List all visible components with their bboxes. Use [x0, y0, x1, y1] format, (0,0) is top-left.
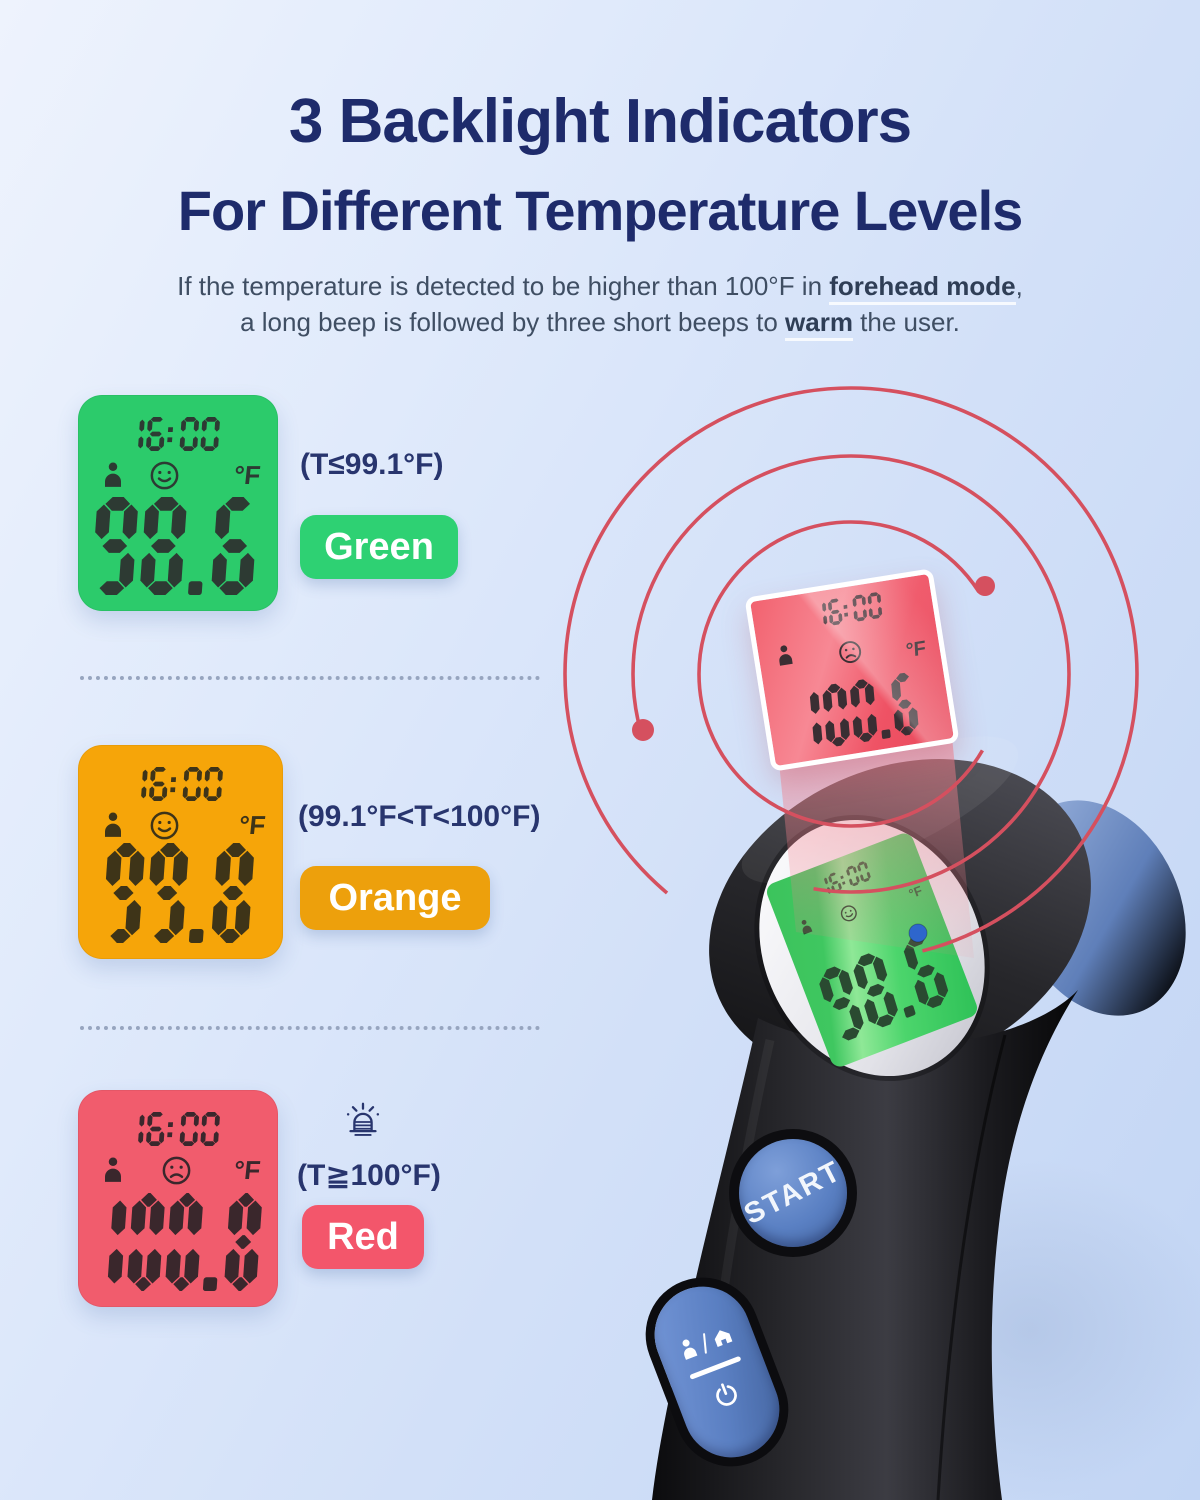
arc-end-dot [632, 719, 654, 741]
temperature-range-label: (T≧100°F) [297, 1159, 441, 1192]
soft-shadow [840, 1160, 1200, 1500]
arc-end-dot [975, 576, 995, 596]
orange-indicator-badge: Orange [300, 866, 490, 930]
red-indicator-badge: Red [302, 1205, 424, 1269]
lcd-display-orange: °F [78, 745, 283, 959]
person-icon [98, 1155, 128, 1185]
sad-face-icon [160, 1154, 193, 1187]
lcd-temperature-reading [86, 497, 270, 595]
subtitle-bold-warm: warm [785, 307, 853, 341]
fahrenheit-unit-label: °F [232, 459, 262, 490]
start-button-label: START [738, 1154, 847, 1231]
page-title-line1: 3 Backlight Indicators [288, 87, 912, 156]
lcd-time [123, 417, 225, 451]
temperature-range-label: (99.1°F<T<100°F) [298, 800, 541, 833]
person-icon [98, 810, 128, 840]
fahrenheit-unit-label: °F [905, 637, 927, 663]
sad-face-icon [835, 637, 865, 667]
subtitle-text: a long beep is followed by three short b… [240, 307, 786, 337]
lcd-time [126, 767, 228, 801]
alarm-siren-icon [340, 1100, 386, 1146]
page-subtitle: If the temperature is detected to be hig… [0, 268, 1200, 341]
fahrenheit-unit-label: °F [237, 809, 267, 840]
lcd-time [123, 1112, 225, 1146]
subtitle-text: , [1015, 271, 1023, 301]
subtitle-bold-forehead-mode: forehead mode [829, 271, 1016, 305]
person-icon [771, 642, 798, 669]
temperature-range-label: (T≤99.1°F) [300, 448, 444, 481]
device-lcd-display: °F [764, 830, 980, 1070]
page-title-line2: For Different Temperature Levels [177, 179, 1024, 242]
lcd-temperature-reading [787, 670, 930, 752]
person-icon [795, 916, 817, 938]
fahrenheit-unit-label: °F [906, 882, 925, 902]
subtitle-text: the user. [852, 307, 960, 337]
handle-seam [936, 1034, 1007, 1500]
happy-face-icon [148, 459, 181, 492]
projected-fever-display: °F [744, 568, 960, 772]
lcd-temperature-reading [83, 1193, 272, 1291]
start-button: START [739, 1139, 847, 1247]
happy-face-icon [837, 901, 862, 926]
happy-face-icon [148, 809, 181, 842]
dotted-divider [80, 1026, 540, 1030]
dotted-divider [80, 676, 540, 680]
lcd-temperature-reading [96, 843, 265, 943]
lcd-time [814, 859, 875, 898]
lcd-temperature-reading [808, 927, 964, 1046]
fahrenheit-unit-label: °F [232, 1154, 262, 1185]
thermometer-probe-cap [1010, 800, 1186, 1016]
lcd-display-green: °F [78, 395, 278, 611]
lcd-display-red: °F [78, 1090, 278, 1307]
button-divider [689, 1355, 742, 1380]
green-indicator-badge: Green [300, 515, 458, 579]
subtitle-text: If the temperature is detected to be hig… [177, 271, 830, 301]
mode-power-button [640, 1272, 794, 1472]
lcd-time [809, 591, 887, 628]
power-icon [708, 1377, 745, 1417]
person-home-mode-icon [676, 1322, 736, 1363]
person-icon [98, 460, 128, 490]
